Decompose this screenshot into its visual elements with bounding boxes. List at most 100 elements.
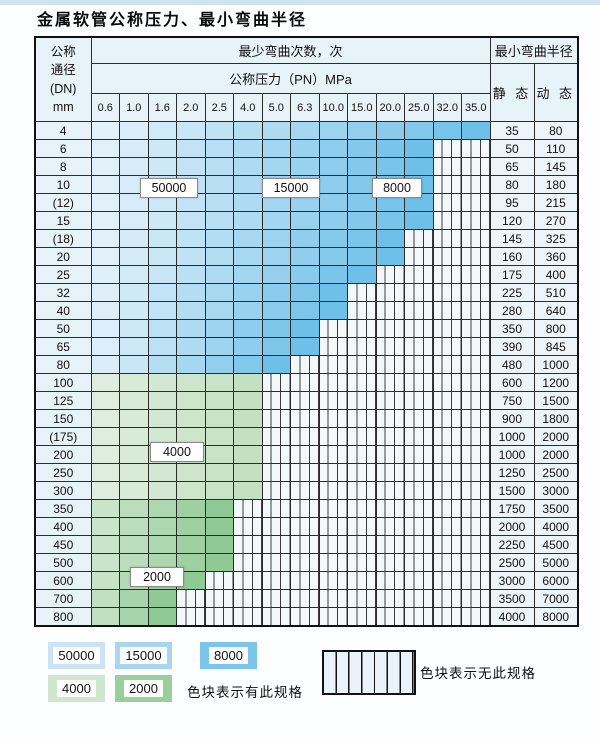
legend-swatch-15000: 15000 — [115, 642, 172, 669]
legend-has-spec-text: 色块表示有此规格 — [187, 685, 303, 700]
no-spec-cell — [461, 247, 491, 266]
dn-cell: 25 — [34, 265, 92, 284]
cycles-header-cell: 最少弯曲次数，次 — [90, 36, 491, 64]
spec-cell — [119, 481, 149, 500]
static-radius-cell: 95 — [489, 193, 535, 212]
dynamic-radius-cell: 1000 — [533, 355, 579, 374]
dynamic-radius-cell: 2500 — [533, 463, 579, 482]
spec-cell — [147, 337, 177, 356]
pressure-value-header: 1.6 — [147, 93, 177, 122]
dynamic-radius-cell: 2000 — [533, 445, 579, 464]
dn-cell: 150 — [34, 409, 92, 428]
static-radius-cell: 225 — [489, 283, 535, 302]
no-spec-cell — [290, 391, 320, 410]
spec-cell — [176, 247, 206, 266]
spec-cell — [147, 409, 177, 428]
spec-cell — [375, 211, 405, 230]
spec-cell — [233, 193, 263, 212]
dn-cell: 400 — [34, 517, 92, 536]
spec-cell — [204, 409, 234, 428]
dn-cell: 80 — [34, 355, 92, 374]
spec-cell — [461, 121, 491, 140]
no-spec-cell — [233, 517, 263, 536]
table-row: (175) 1000 2000 — [34, 427, 579, 446]
no-spec-cell — [347, 589, 377, 608]
table-row: 600 3000 6000 — [34, 571, 579, 590]
spec-cell — [204, 229, 234, 248]
spec-cell — [147, 391, 177, 410]
spec-cell — [318, 211, 348, 230]
dynamic-radius-cell: 270 — [533, 211, 579, 230]
static-radius-cell: 2250 — [489, 535, 535, 554]
spec-table-area: 公称 通径 (DN) mm 最少弯曲次数，次 最小弯曲半径 公称压力（PN）MP… — [34, 36, 579, 627]
spec-cell — [176, 535, 206, 554]
spec-cell — [90, 283, 120, 302]
dn-cell: 800 — [34, 607, 92, 627]
spec-cell — [318, 265, 348, 284]
spec-cell — [347, 265, 377, 284]
no-spec-cell — [404, 265, 434, 284]
dynamic-radius-cell: 3500 — [533, 499, 579, 518]
spec-cell — [119, 337, 149, 356]
no-spec-cell — [261, 481, 291, 500]
no-spec-cell — [261, 571, 291, 590]
no-spec-cell — [375, 553, 405, 572]
no-spec-cell — [261, 391, 291, 410]
no-spec-cell — [461, 283, 491, 302]
spec-cell — [261, 247, 291, 266]
spec-cell — [176, 211, 206, 230]
no-spec-cell — [432, 229, 462, 248]
dynamic-radius-cell: 3000 — [533, 481, 579, 500]
no-spec-cell — [432, 373, 462, 392]
spec-cell — [347, 121, 377, 140]
spec-cell — [119, 211, 149, 230]
spec-cell — [176, 355, 206, 374]
no-spec-cell — [261, 445, 291, 464]
static-radius-cell: 4000 — [489, 607, 535, 627]
spec-cell — [90, 463, 120, 482]
cycles-callout-8000: 8000 — [372, 178, 422, 198]
spec-cell — [432, 121, 462, 140]
cycles-callout-4000: 4000 — [150, 442, 204, 462]
spec-cell — [90, 319, 120, 338]
dn-cell: 350 — [34, 499, 92, 518]
no-spec-cell — [375, 355, 405, 374]
table-row: 32 225 510 — [34, 283, 579, 302]
static-radius-cell: 3500 — [489, 589, 535, 608]
no-spec-cell — [432, 247, 462, 266]
no-spec-cell — [347, 391, 377, 410]
spec-cell — [318, 283, 348, 302]
spec-cell — [90, 499, 120, 518]
table-row: 80 480 1000 — [34, 355, 579, 374]
dynamic-radius-cell: 800 — [533, 319, 579, 338]
spec-cell — [90, 139, 120, 158]
spec-table: 公称 通径 (DN) mm 最少弯曲次数，次 最小弯曲半径 公称压力（PN）MP… — [34, 36, 579, 627]
spec-cell — [90, 175, 120, 194]
static-radius-cell: 1500 — [489, 481, 535, 500]
dn-cell: 32 — [34, 283, 92, 302]
scan-edge-strip — [0, 0, 600, 5]
page-title: 金属软管公称压力、最小弯曲半径 — [37, 10, 308, 29]
no-spec-cell — [375, 481, 405, 500]
spec-cell — [204, 283, 234, 302]
dn-cell: 40 — [34, 301, 92, 320]
spec-cell — [147, 517, 177, 536]
spec-cell — [147, 589, 177, 608]
no-spec-cell — [461, 319, 491, 338]
no-spec-cell — [432, 337, 462, 356]
no-spec-cell — [290, 481, 320, 500]
no-spec-cell — [461, 463, 491, 482]
no-spec-cell — [404, 481, 434, 500]
no-spec-cell — [233, 499, 263, 518]
spec-cell — [347, 229, 377, 248]
spec-cell — [147, 157, 177, 176]
static-radius-cell: 120 — [489, 211, 535, 230]
no-spec-cell — [318, 589, 348, 608]
dn-cell: 300 — [34, 481, 92, 500]
spec-cell — [233, 373, 263, 392]
spec-cell — [90, 517, 120, 536]
spec-cell — [233, 175, 263, 194]
static-radius-cell: 2000 — [489, 517, 535, 536]
pressure-value-header: 0.6 — [90, 93, 120, 122]
static-radius-cell: 1000 — [489, 445, 535, 464]
